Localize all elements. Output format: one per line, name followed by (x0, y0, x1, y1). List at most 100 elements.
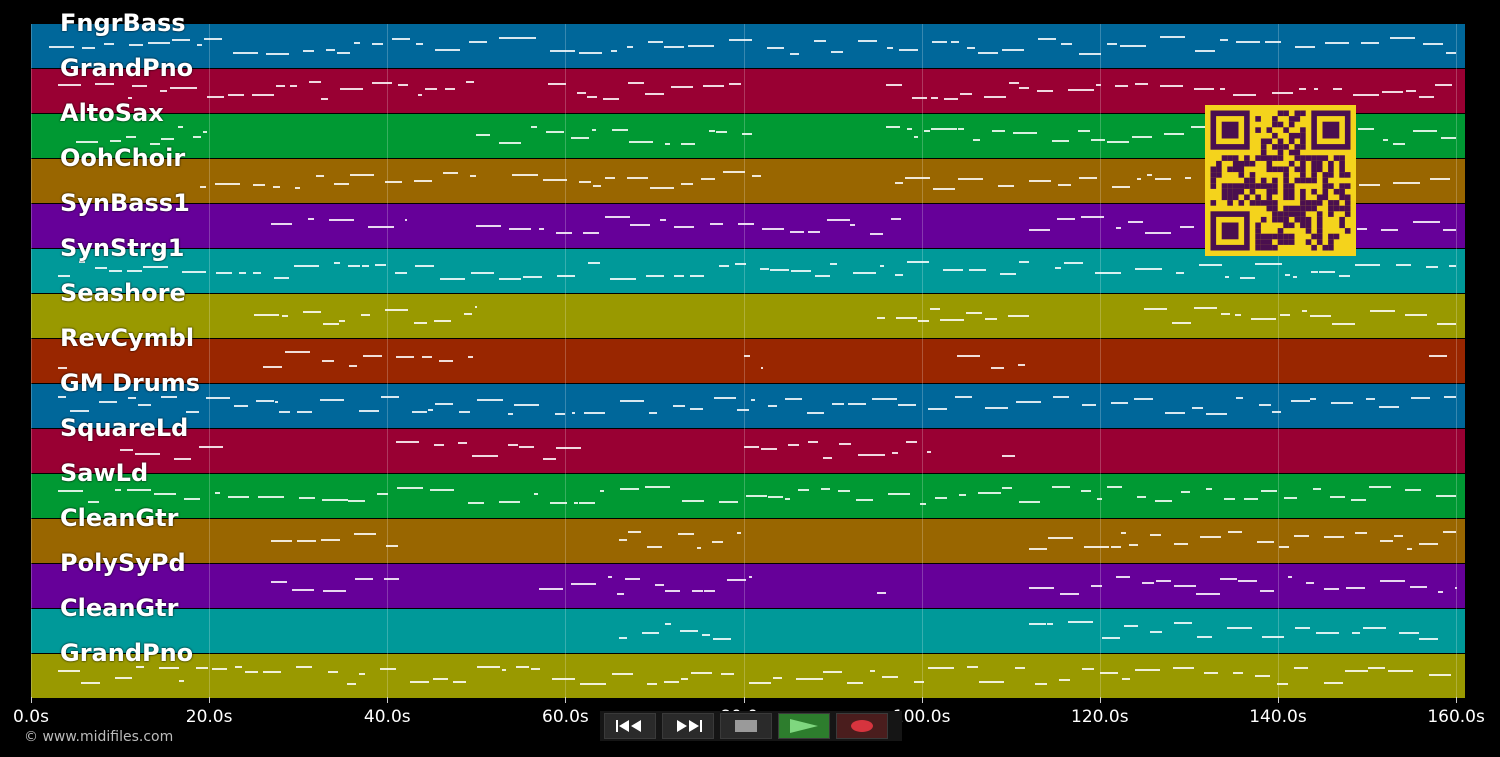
track-label: SquareLd (60, 414, 189, 442)
midi-note (886, 126, 900, 128)
midi-note (570, 583, 596, 585)
midi-note (592, 185, 601, 187)
midi-note (680, 143, 695, 145)
midi-note (245, 671, 258, 673)
midi-note (1019, 261, 1029, 263)
qr-code[interactable] (1205, 105, 1356, 256)
midi-note (385, 545, 398, 547)
midi-note (395, 272, 408, 274)
midi-note (791, 270, 811, 272)
midi-note (628, 141, 654, 143)
midi-note (57, 670, 81, 672)
midi-note (648, 412, 657, 414)
track-lane (31, 339, 1465, 384)
midi-note (944, 98, 959, 100)
midi-note (411, 411, 428, 413)
midi-note (1429, 178, 1451, 180)
midi-note (321, 360, 334, 362)
midi-note (620, 488, 639, 490)
midi-note (183, 498, 200, 500)
midi-note (1052, 140, 1070, 142)
midi-note (1389, 37, 1416, 39)
midi-note (1330, 402, 1353, 404)
midi-note (610, 278, 637, 280)
midi-note (434, 444, 445, 446)
midi-note (1192, 407, 1204, 409)
midi-note (1440, 137, 1457, 139)
midi-note (1419, 543, 1439, 545)
midi-note (542, 458, 556, 460)
midi-note (664, 590, 680, 592)
midi-note (1409, 586, 1427, 588)
midi-note (898, 49, 919, 51)
midi-note (135, 666, 144, 668)
midi-note (1001, 455, 1015, 457)
midi-note (620, 400, 645, 402)
midi-note (927, 408, 947, 410)
midi-note (1395, 264, 1411, 266)
midi-note (1404, 314, 1428, 316)
midi-note (959, 494, 966, 496)
midi-note (138, 404, 151, 406)
midi-note (346, 683, 357, 685)
midi-note (1091, 585, 1103, 587)
midi-note (858, 454, 885, 456)
midi-note (1324, 588, 1339, 590)
midi-note (1277, 683, 1289, 685)
midi-note (611, 673, 633, 675)
midi-note (1301, 310, 1307, 312)
midi-note (646, 275, 665, 277)
midi-note (692, 590, 704, 592)
midi-note (1332, 88, 1342, 90)
midi-note (197, 44, 202, 46)
midi-note (508, 228, 531, 230)
midi-note (1077, 130, 1090, 132)
midi-note (760, 448, 777, 450)
midi-note (1255, 263, 1282, 265)
midi-note (539, 228, 544, 230)
midi-note (795, 678, 823, 680)
record-button[interactable] (836, 713, 888, 739)
midi-note (549, 50, 575, 52)
rewind-button[interactable] (604, 713, 656, 739)
midi-note (918, 320, 930, 322)
midi-note (1046, 623, 1053, 625)
stop-button[interactable] (720, 713, 772, 739)
midi-note (577, 92, 586, 94)
midi-note (1127, 221, 1143, 223)
midi-note (719, 265, 730, 267)
midi-note (831, 51, 844, 53)
midi-note (815, 275, 830, 277)
track-label: AltoSax (60, 99, 164, 127)
midi-note (1355, 264, 1381, 266)
midi-note (159, 90, 167, 92)
midi-note (957, 178, 984, 180)
midi-note (1221, 313, 1230, 315)
midi-note (769, 269, 790, 271)
grid-line (1099, 24, 1101, 697)
midi-note (644, 486, 671, 488)
midi-note (1095, 272, 1121, 274)
midi-note (397, 487, 424, 489)
midi-note (262, 366, 282, 368)
midi-note (427, 409, 434, 411)
midi-note (1172, 322, 1192, 324)
midi-note (354, 42, 360, 44)
midi-note (347, 265, 361, 267)
midi-note (367, 226, 395, 228)
midi-note (573, 502, 579, 504)
axis-tick-label: 120.0s (1071, 707, 1129, 727)
midi-note (57, 275, 70, 277)
midi-note (329, 219, 355, 221)
midi-note (234, 666, 243, 668)
midi-note (274, 277, 289, 279)
midi-note (665, 623, 671, 625)
play-button[interactable] (778, 713, 830, 739)
midi-note (271, 223, 292, 225)
fast-forward-button[interactable] (662, 713, 714, 739)
midi-note (950, 41, 959, 43)
midi-note (257, 496, 284, 498)
midi-note (104, 43, 114, 45)
midi-note (750, 399, 756, 401)
midi-note (82, 47, 95, 49)
